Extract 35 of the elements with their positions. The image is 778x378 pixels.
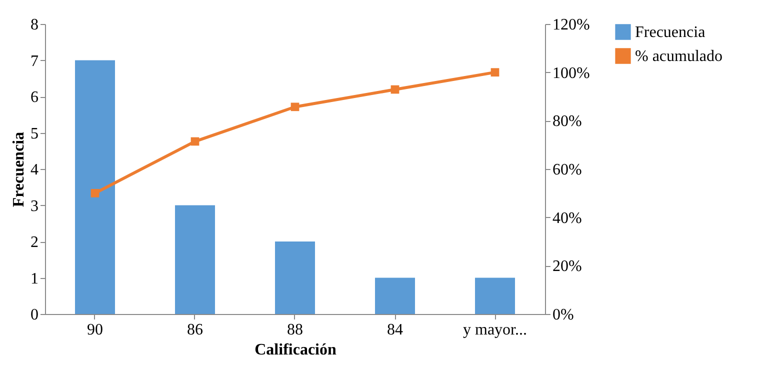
- y2-tick-label: 60%: [552, 162, 582, 178]
- point: [90, 188, 100, 198]
- x-tick-label: 88: [287, 322, 303, 338]
- x-axis-title: Calificación: [254, 342, 336, 358]
- y2-tick-label: 120%: [552, 16, 590, 34]
- y-tick-label: 5: [30, 125, 38, 142]
- y2-tick-label: 100%: [552, 64, 590, 82]
- y-tick-label: 0: [30, 306, 38, 324]
- y-axis-title: Frecuencia: [10, 132, 28, 208]
- legend-label: Frecuencia: [635, 24, 706, 41]
- y2-tick-label: 0%: [552, 306, 574, 324]
- point: [190, 137, 200, 146]
- point: [490, 68, 500, 77]
- y-tick-label: 7: [30, 52, 38, 70]
- bar: [175, 205, 215, 314]
- y-tick-label: 4: [30, 162, 38, 178]
- bar: [475, 278, 515, 314]
- legend-label: % acumulado: [635, 48, 723, 65]
- y2-tick-label: 20%: [552, 258, 582, 276]
- x-tick-label: 90: [87, 322, 103, 338]
- y-tick-label: 8: [30, 16, 38, 34]
- y-tick-label: 3: [30, 198, 38, 215]
- y-tick-label: 1: [30, 270, 38, 288]
- y-tick-label: 6: [30, 89, 38, 106]
- x-tick-label: 86: [187, 322, 203, 338]
- y2-tick-label: 80%: [552, 113, 582, 130]
- y-tick-label: 2: [30, 234, 38, 251]
- y2-tick-label: 40%: [552, 210, 582, 227]
- bar: [75, 60, 115, 314]
- x-tick-label: 84: [387, 322, 403, 338]
- bar: [275, 242, 315, 314]
- point: [390, 85, 400, 94]
- x-tick-label: y mayor...: [463, 322, 527, 338]
- bar: [375, 278, 415, 314]
- point: [290, 102, 300, 112]
